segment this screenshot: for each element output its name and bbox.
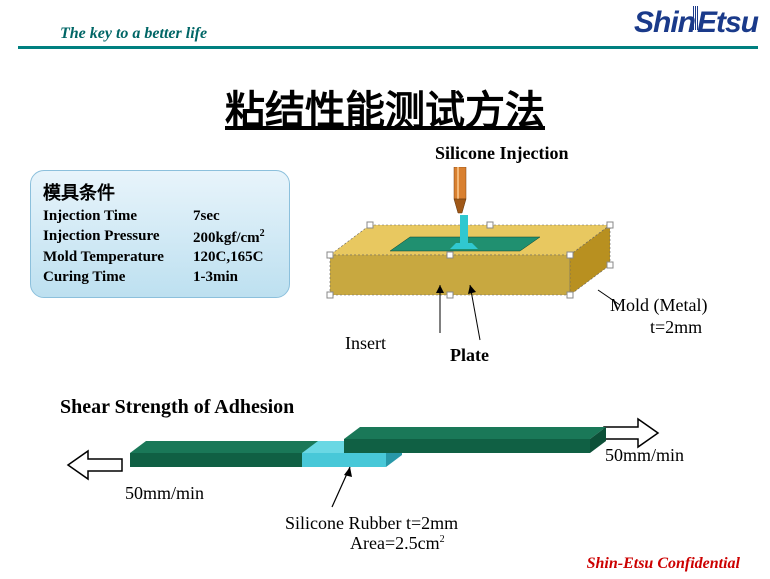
speed-right: 50mm/min xyxy=(605,445,684,466)
right-arrow-icon xyxy=(604,419,658,447)
silicone-stream xyxy=(460,215,468,243)
mold-3d xyxy=(310,215,630,395)
logo: ShinEtsu xyxy=(634,6,758,40)
param-label: Injection Pressure xyxy=(43,227,193,249)
left-arrow-icon xyxy=(68,451,122,479)
mold-conditions-heading: 模具条件 xyxy=(43,179,277,205)
param-value: 1-3min xyxy=(193,268,277,288)
insert-label: Insert xyxy=(345,333,386,354)
mold-label: Mold (Metal) xyxy=(610,295,707,316)
mold-thickness: t=2mm xyxy=(650,317,702,338)
param-label: Curing Time xyxy=(43,268,193,288)
speed-left: 50mm/min xyxy=(125,483,204,504)
tagline: The key to a better life xyxy=(60,25,207,43)
injection-label: Silicone Injection xyxy=(435,143,569,164)
right-plate-front xyxy=(344,439,590,453)
shear-diagram: 50mm/min 50mm/min Silicone Rubber t=2mm … xyxy=(60,415,700,555)
mold-conditions-box: 模具条件 Injection Time 7sec Injection Press… xyxy=(30,170,290,298)
logo-part2: Etsu xyxy=(697,6,758,39)
param-row: Curing Time 1-3min xyxy=(43,268,277,288)
injection-diagram: Silicone Injection xyxy=(300,145,740,365)
param-label: Injection Time xyxy=(43,207,193,227)
param-row: Injection Time 7sec xyxy=(43,207,277,227)
param-label: Mold Temperature xyxy=(43,248,193,268)
silicone-rubber-label: Silicone Rubber t=2mm xyxy=(285,513,458,534)
silicone-front xyxy=(302,453,386,467)
param-row: Injection Pressure 200kgf/cm2 xyxy=(43,227,277,249)
param-value: 200kgf/cm2 xyxy=(193,227,277,249)
param-value: 120C,165C xyxy=(193,248,277,268)
logo-part1: Shin xyxy=(634,6,695,39)
mold-front-face xyxy=(330,255,570,295)
header: The key to a better life ShinEtsu xyxy=(0,0,770,48)
plate-label: Plate xyxy=(450,345,489,366)
param-value: 7sec xyxy=(193,207,277,227)
header-rule xyxy=(18,46,758,49)
confidential-footer: Shin-Etsu Confidential xyxy=(587,555,740,573)
silicone-area-label: Area=2.5cm2 xyxy=(350,533,445,554)
right-plate-top xyxy=(344,427,606,439)
page-title: 粘结性能测试方法 xyxy=(0,78,770,136)
param-row: Mold Temperature 120C,165C xyxy=(43,248,277,268)
